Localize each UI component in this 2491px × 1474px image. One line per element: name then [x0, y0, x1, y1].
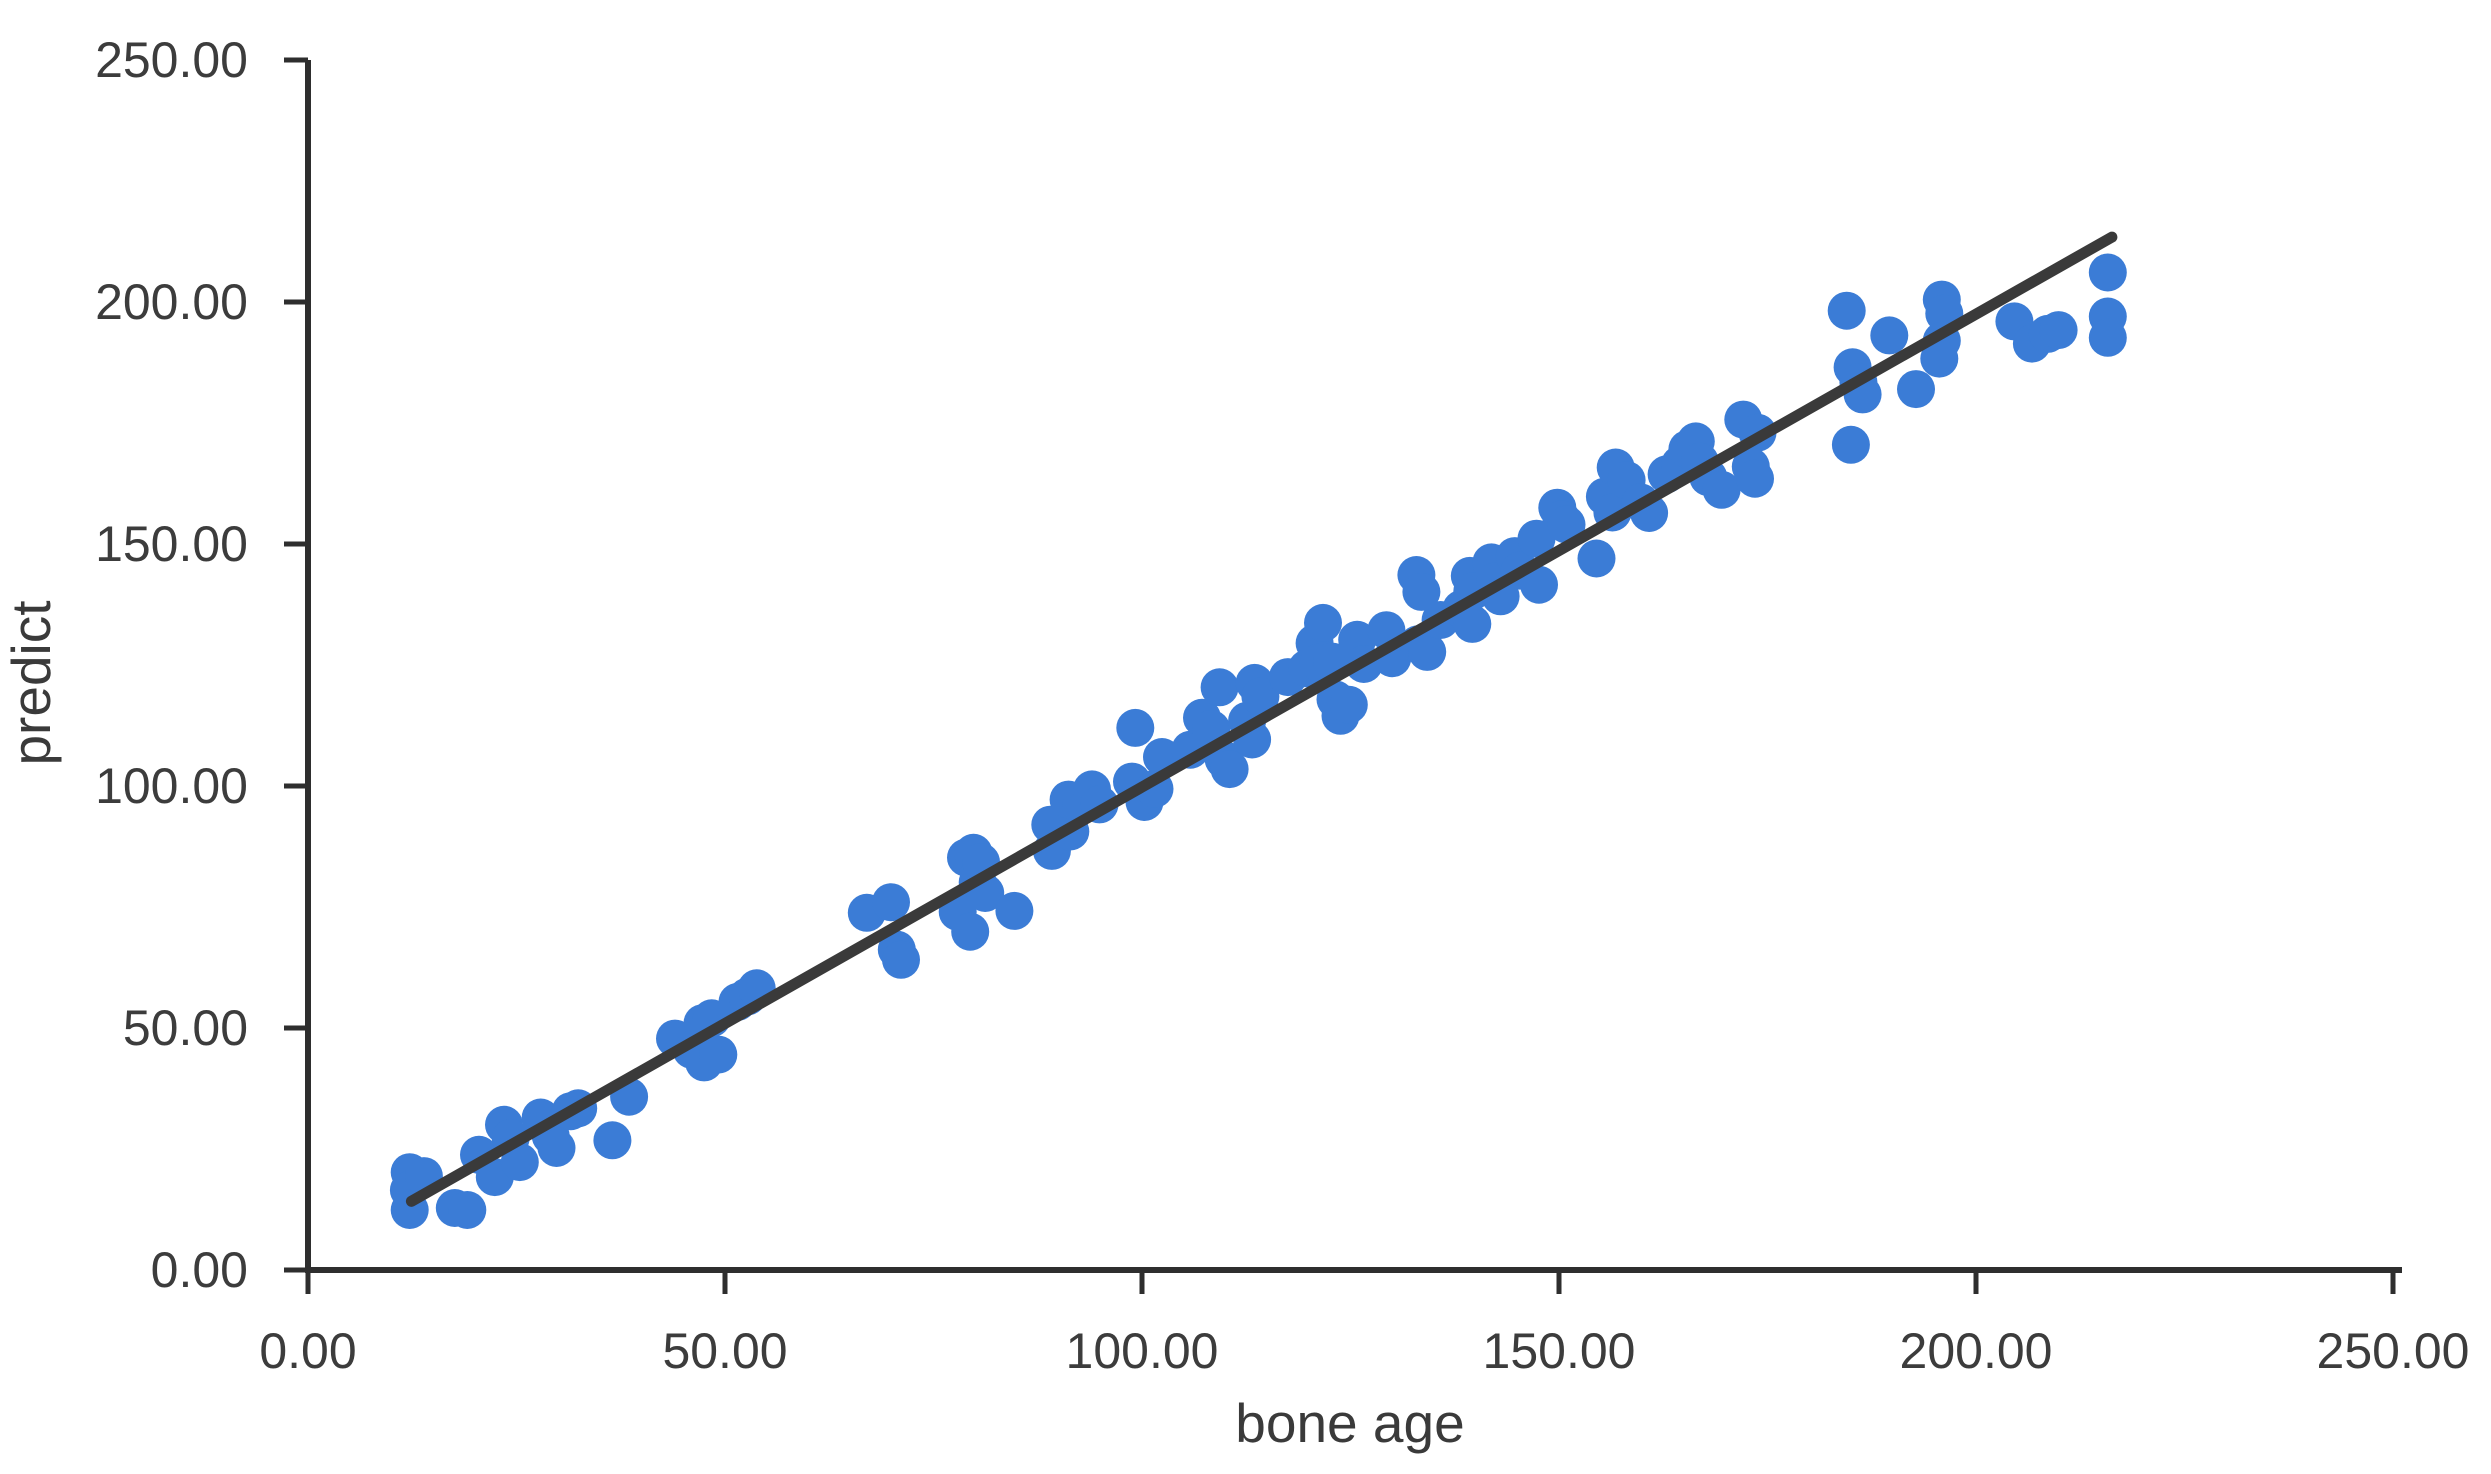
data-point — [1200, 668, 1239, 707]
data-point — [1577, 539, 1616, 578]
y-axis-title: predict — [0, 600, 62, 765]
x-tick-label: 0.00 — [259, 1323, 356, 1379]
data-point — [1116, 708, 1155, 747]
data-point — [872, 883, 910, 922]
data-point — [1402, 572, 1441, 611]
data-point — [448, 1191, 487, 1229]
data-point — [1920, 339, 1959, 378]
data-point — [537, 1129, 576, 1167]
x-tick-label: 150.00 — [1483, 1323, 1636, 1379]
data-point — [951, 912, 990, 951]
data-point — [1870, 316, 1909, 355]
data-point — [1304, 603, 1342, 642]
data-point — [1453, 604, 1492, 643]
y-axis-tick-labels: 0.00 50.00 100.00 150.00 200.00 250.00 — [95, 32, 248, 1298]
data-point — [1736, 459, 1774, 498]
y-tick-label: 50.00 — [123, 1000, 248, 1056]
y-tick-label: 150.00 — [95, 516, 248, 572]
data-point — [1241, 677, 1280, 716]
data-point — [1520, 565, 1558, 604]
y-tick-label: 200.00 — [95, 274, 248, 330]
x-axis-tick-labels: 0.00 50.00 100.00 150.00 200.00 250.00 — [259, 1323, 2469, 1379]
x-tick-label: 50.00 — [662, 1323, 787, 1379]
x-tick-label: 100.00 — [1066, 1323, 1219, 1379]
data-point — [1831, 425, 1870, 464]
data-point — [2088, 318, 2127, 357]
data-point — [995, 891, 1034, 930]
trend-line — [405, 231, 2118, 1207]
y-tick-label: 100.00 — [95, 758, 248, 814]
data-point — [2088, 253, 2127, 292]
data-point — [500, 1143, 539, 1182]
x-axis-ticks — [305, 1270, 2396, 1294]
y-tick-label: 0.00 — [151, 1242, 248, 1298]
data-point — [882, 940, 920, 979]
y-axis-ticks — [284, 57, 308, 1273]
x-axis-title: bone age — [1235, 1392, 1464, 1454]
data-point — [1827, 291, 1866, 330]
data-point — [1408, 632, 1447, 671]
data-point — [699, 1035, 738, 1074]
trendline — [405, 231, 2118, 1207]
data-point — [1897, 370, 1935, 409]
x-tick-label: 200.00 — [1900, 1323, 2053, 1379]
axes — [305, 60, 2402, 1273]
data-point — [2039, 311, 2078, 350]
data-point — [1702, 470, 1741, 509]
y-tick-label: 250.00 — [95, 32, 248, 88]
data-point — [593, 1121, 632, 1160]
data-point — [1547, 505, 1586, 544]
data-point — [1210, 750, 1249, 789]
data-point — [1329, 685, 1368, 724]
x-tick-label: 250.00 — [2317, 1323, 2470, 1379]
